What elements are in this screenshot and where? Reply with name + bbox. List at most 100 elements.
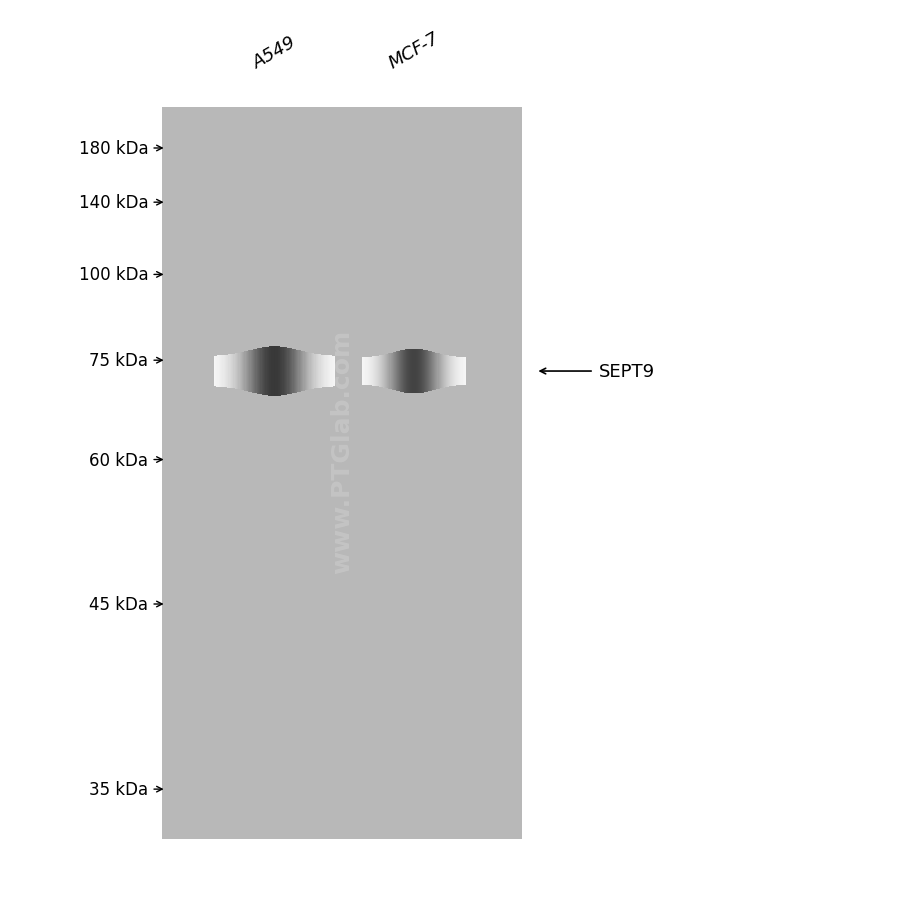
Bar	[378, 356, 379, 387]
Bar	[429, 352, 430, 391]
Text: 35 kDa: 35 kDa	[89, 780, 148, 798]
Bar	[416, 349, 417, 394]
Bar	[406, 350, 407, 393]
Bar	[464, 358, 465, 385]
Bar	[399, 351, 400, 392]
Bar	[284, 347, 285, 396]
Bar	[430, 352, 431, 391]
Bar	[428, 351, 429, 392]
Bar	[448, 356, 449, 387]
Bar	[402, 351, 403, 392]
Bar	[380, 355, 381, 388]
Bar	[439, 354, 441, 389]
Bar	[292, 349, 293, 394]
Bar	[306, 353, 307, 391]
Bar	[252, 350, 253, 393]
Bar	[417, 349, 418, 394]
Bar	[295, 350, 296, 393]
Bar	[237, 354, 239, 390]
Bar	[453, 357, 454, 386]
Bar	[386, 354, 387, 389]
Bar	[412, 349, 413, 394]
Bar	[418, 350, 419, 393]
Bar	[445, 355, 446, 388]
Bar	[424, 350, 425, 393]
Bar	[423, 350, 424, 393]
Bar	[249, 351, 250, 392]
Bar	[461, 357, 462, 386]
Bar	[250, 351, 252, 392]
Bar	[219, 356, 220, 387]
Bar	[239, 353, 241, 391]
Bar	[247, 352, 248, 391]
Bar	[422, 350, 423, 393]
Bar	[216, 356, 218, 387]
Bar	[291, 349, 292, 394]
Bar	[397, 352, 398, 391]
Bar	[436, 354, 437, 390]
Bar	[376, 356, 377, 387]
Bar	[254, 350, 256, 393]
Bar	[421, 350, 422, 393]
Bar	[268, 347, 269, 396]
Bar	[242, 353, 243, 391]
Bar	[312, 354, 313, 390]
Bar	[279, 347, 280, 396]
Bar	[401, 351, 402, 392]
Bar	[426, 351, 427, 392]
Bar	[456, 357, 457, 386]
Bar	[263, 348, 264, 395]
Bar	[329, 356, 330, 387]
Bar	[400, 351, 401, 392]
Bar	[364, 358, 365, 385]
Bar	[442, 354, 443, 389]
Bar	[450, 356, 451, 387]
Bar	[393, 353, 395, 391]
Bar	[367, 357, 369, 386]
Bar	[233, 354, 235, 389]
Bar	[452, 356, 453, 387]
Bar	[223, 355, 225, 388]
Bar	[323, 355, 324, 388]
Bar	[438, 354, 439, 390]
Bar	[381, 355, 382, 388]
Bar	[398, 352, 399, 391]
Bar	[458, 357, 459, 386]
Bar	[301, 352, 302, 391]
Bar	[392, 353, 393, 391]
Bar	[463, 358, 464, 385]
Bar	[446, 355, 447, 388]
Bar	[253, 350, 254, 393]
Bar	[304, 353, 306, 391]
Bar	[427, 351, 428, 392]
Bar	[435, 353, 436, 391]
Bar	[221, 355, 222, 388]
Bar	[297, 351, 299, 392]
Text: MCF-7: MCF-7	[385, 29, 443, 72]
Bar	[260, 348, 262, 395]
Bar	[293, 350, 295, 393]
Bar	[222, 355, 223, 388]
Bar	[331, 356, 333, 387]
Bar	[395, 353, 396, 391]
FancyBboxPatch shape	[162, 108, 522, 839]
Bar	[229, 355, 230, 388]
Bar	[385, 354, 386, 389]
Bar	[383, 355, 384, 388]
Bar	[289, 348, 290, 395]
Bar	[409, 350, 410, 393]
Bar	[273, 347, 274, 396]
Bar	[276, 347, 277, 396]
Text: 140 kDa: 140 kDa	[79, 194, 148, 212]
Bar	[313, 354, 314, 389]
Bar	[238, 354, 239, 390]
Bar	[259, 348, 260, 395]
Bar	[462, 357, 463, 386]
Text: 60 kDa: 60 kDa	[89, 451, 148, 469]
Bar	[283, 347, 284, 396]
Bar	[410, 349, 411, 394]
Bar	[377, 356, 378, 387]
Bar	[246, 352, 247, 391]
Bar	[275, 347, 276, 396]
Bar	[389, 354, 390, 390]
